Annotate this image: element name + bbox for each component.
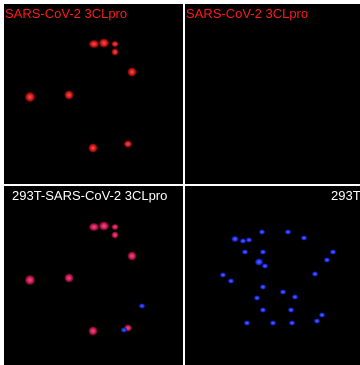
panel-blue-channel: 293T (185, 186, 360, 365)
panel-label: 293T-SARS-CoV-2 3CLpro (12, 188, 168, 203)
panel-red-channel: SARS-CoV-2 3CLpro (4, 4, 183, 184)
panel-label: 293T (331, 188, 360, 203)
microscopy-figure: SARS-CoV-2 3CLpro SARS-CoV-2 3CLpro 293T (4, 4, 360, 365)
panel-label: SARS-CoV-2 3CLpro (186, 6, 309, 21)
panel-label: SARS-CoV-2 3CLpro (5, 6, 128, 21)
blue-nuclei-image (220, 229, 336, 326)
panel-red-channel-empty: SARS-CoV-2 3CLpro (185, 4, 360, 184)
panel-merged: 293T-SARS-CoV-2 3CLpro (4, 186, 183, 365)
merged-cells-image (25, 221, 145, 336)
red-cells-image (25, 38, 137, 153)
